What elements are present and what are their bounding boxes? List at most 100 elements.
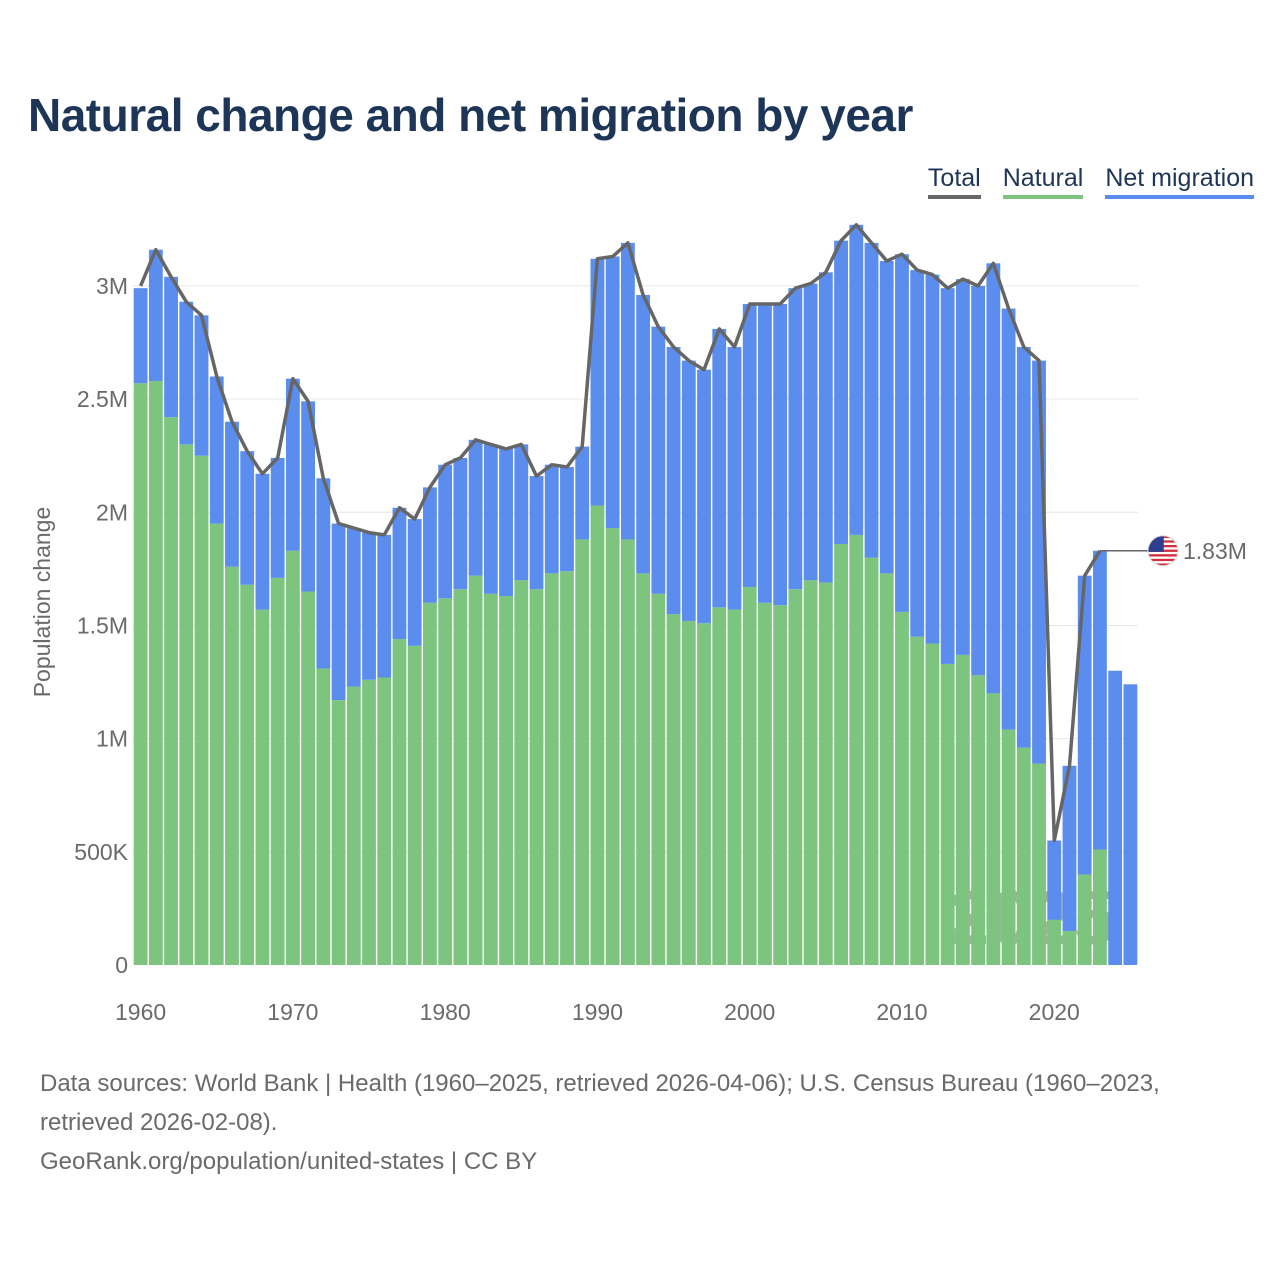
x-tick-label: 2010 <box>876 999 927 1025</box>
bar-natural <box>544 573 559 965</box>
bar-net-migration <box>270 457 285 578</box>
y-axis-label: Population change <box>29 507 55 698</box>
bar-natural <box>438 598 453 965</box>
bar-natural <box>331 700 346 965</box>
bar-natural <box>986 693 1001 965</box>
end-label-layer: 1.83M <box>1099 535 1247 567</box>
bar-net-migration <box>499 448 513 597</box>
bar-natural <box>133 383 148 965</box>
bar-net-migration <box>636 294 651 574</box>
y-tick-label: 3M <box>96 273 128 299</box>
bar-net-migration <box>1001 308 1016 730</box>
bar-net-migration <box>834 240 848 544</box>
bar-natural <box>955 654 970 965</box>
bar-net-migration <box>697 369 711 624</box>
bar-net-migration <box>925 274 940 644</box>
bar-natural <box>301 591 316 965</box>
bar-net-migration <box>712 328 727 608</box>
bar-net-migration <box>803 283 818 581</box>
bar-net-migration <box>453 457 468 590</box>
bar-net-migration <box>377 534 392 678</box>
bar-natural <box>1001 729 1016 965</box>
bar-net-migration <box>133 288 148 384</box>
bar-natural <box>971 675 986 965</box>
bar-net-migration <box>727 347 742 610</box>
bar-natural <box>362 679 376 965</box>
bar-net-migration <box>575 446 590 540</box>
bar-net-migration <box>986 263 1001 694</box>
bar-natural <box>758 602 772 965</box>
bar-net-migration <box>620 242 635 540</box>
grid <box>133 285 1138 853</box>
legend-item-total[interactable]: Total <box>927 164 981 199</box>
source-credit-link[interactable]: GeoRank.org/population/united-states | C… <box>40 1148 538 1175</box>
data-sources: Data sources: World Bank | Health (1960–… <box>40 1070 1160 1136</box>
legend-item-natural[interactable]: Natural <box>1002 164 1084 199</box>
bar-natural <box>834 543 848 965</box>
bar-net-migration <box>864 242 879 558</box>
bar-natural <box>346 686 361 965</box>
bar-natural <box>864 557 879 965</box>
bar-net-migration <box>895 254 909 612</box>
x-tick-label: 1970 <box>267 999 318 1025</box>
bar-net-migration <box>301 401 316 592</box>
bar-natural <box>316 668 331 965</box>
bar-natural <box>636 573 651 965</box>
y-tick-label: 500K <box>74 839 128 865</box>
bar-net-migration <box>1062 765 1077 932</box>
bar-net-migration <box>423 487 437 603</box>
bar-natural <box>895 611 909 965</box>
bar-natural <box>209 523 224 965</box>
x-axis: 1960 1970 1980 1990 2000 2010 2020 <box>115 999 1080 1025</box>
bar-natural <box>270 577 285 965</box>
bar-natural <box>423 602 437 965</box>
bar-net-migration <box>910 270 925 637</box>
bar-natural <box>1062 931 1077 965</box>
bar-net-migration <box>179 301 194 445</box>
bar-natural <box>285 550 300 965</box>
bar-net-migration <box>742 304 757 587</box>
bar-net-migration <box>1077 575 1092 875</box>
chart-title: Natural change and net migration by year <box>28 89 913 141</box>
bar-net-migration <box>514 444 529 581</box>
end-value-label: 1.83M <box>1183 538 1247 564</box>
bar-net-migration <box>773 304 788 606</box>
bar-net-migration <box>209 376 224 524</box>
x-tick-label: 1990 <box>572 999 623 1025</box>
bar-net-migration <box>1123 684 1138 965</box>
bar-natural <box>910 636 925 965</box>
bar-net-migration <box>225 421 239 567</box>
bar-net-migration <box>544 464 559 574</box>
bar-net-migration <box>666 347 681 615</box>
bar-natural <box>148 380 163 965</box>
x-tick-label: 1960 <box>115 999 166 1025</box>
total-line <box>138 223 1102 843</box>
bar-natural <box>651 593 666 965</box>
bar-natural <box>1032 763 1046 965</box>
bar-natural <box>742 586 757 965</box>
footer: Data sources: World Bank | Health (1960–… <box>40 1064 1250 1181</box>
y-axis: 0 500K 1M 1.5M 2M 2.5M 3M <box>74 273 128 978</box>
bar-natural <box>590 505 605 965</box>
bar-natural <box>681 620 696 965</box>
bar-natural <box>179 444 194 965</box>
bar-natural <box>666 614 681 965</box>
bar-net-migration <box>788 288 803 590</box>
y-tick-label: 0 <box>115 952 128 978</box>
bar-natural <box>925 643 940 965</box>
bar-net-migration <box>971 285 986 676</box>
bar-natural <box>483 593 498 965</box>
bar-natural <box>514 580 529 965</box>
bar-natural <box>194 455 209 965</box>
bar-net-migration <box>285 378 300 551</box>
legend-item-net-migration[interactable]: Net migration <box>1105 164 1254 199</box>
bar-net-migration <box>483 444 498 594</box>
y-tick-label: 2.5M <box>77 386 128 412</box>
bar-net-migration <box>164 276 178 418</box>
x-tick-label: 2020 <box>1029 999 1080 1025</box>
bar-net-migration <box>955 279 970 655</box>
bar-net-migration <box>560 467 574 572</box>
bar-net-migration <box>1093 550 1107 850</box>
bar-net-migration <box>1016 347 1031 748</box>
bar-natural <box>697 623 711 965</box>
